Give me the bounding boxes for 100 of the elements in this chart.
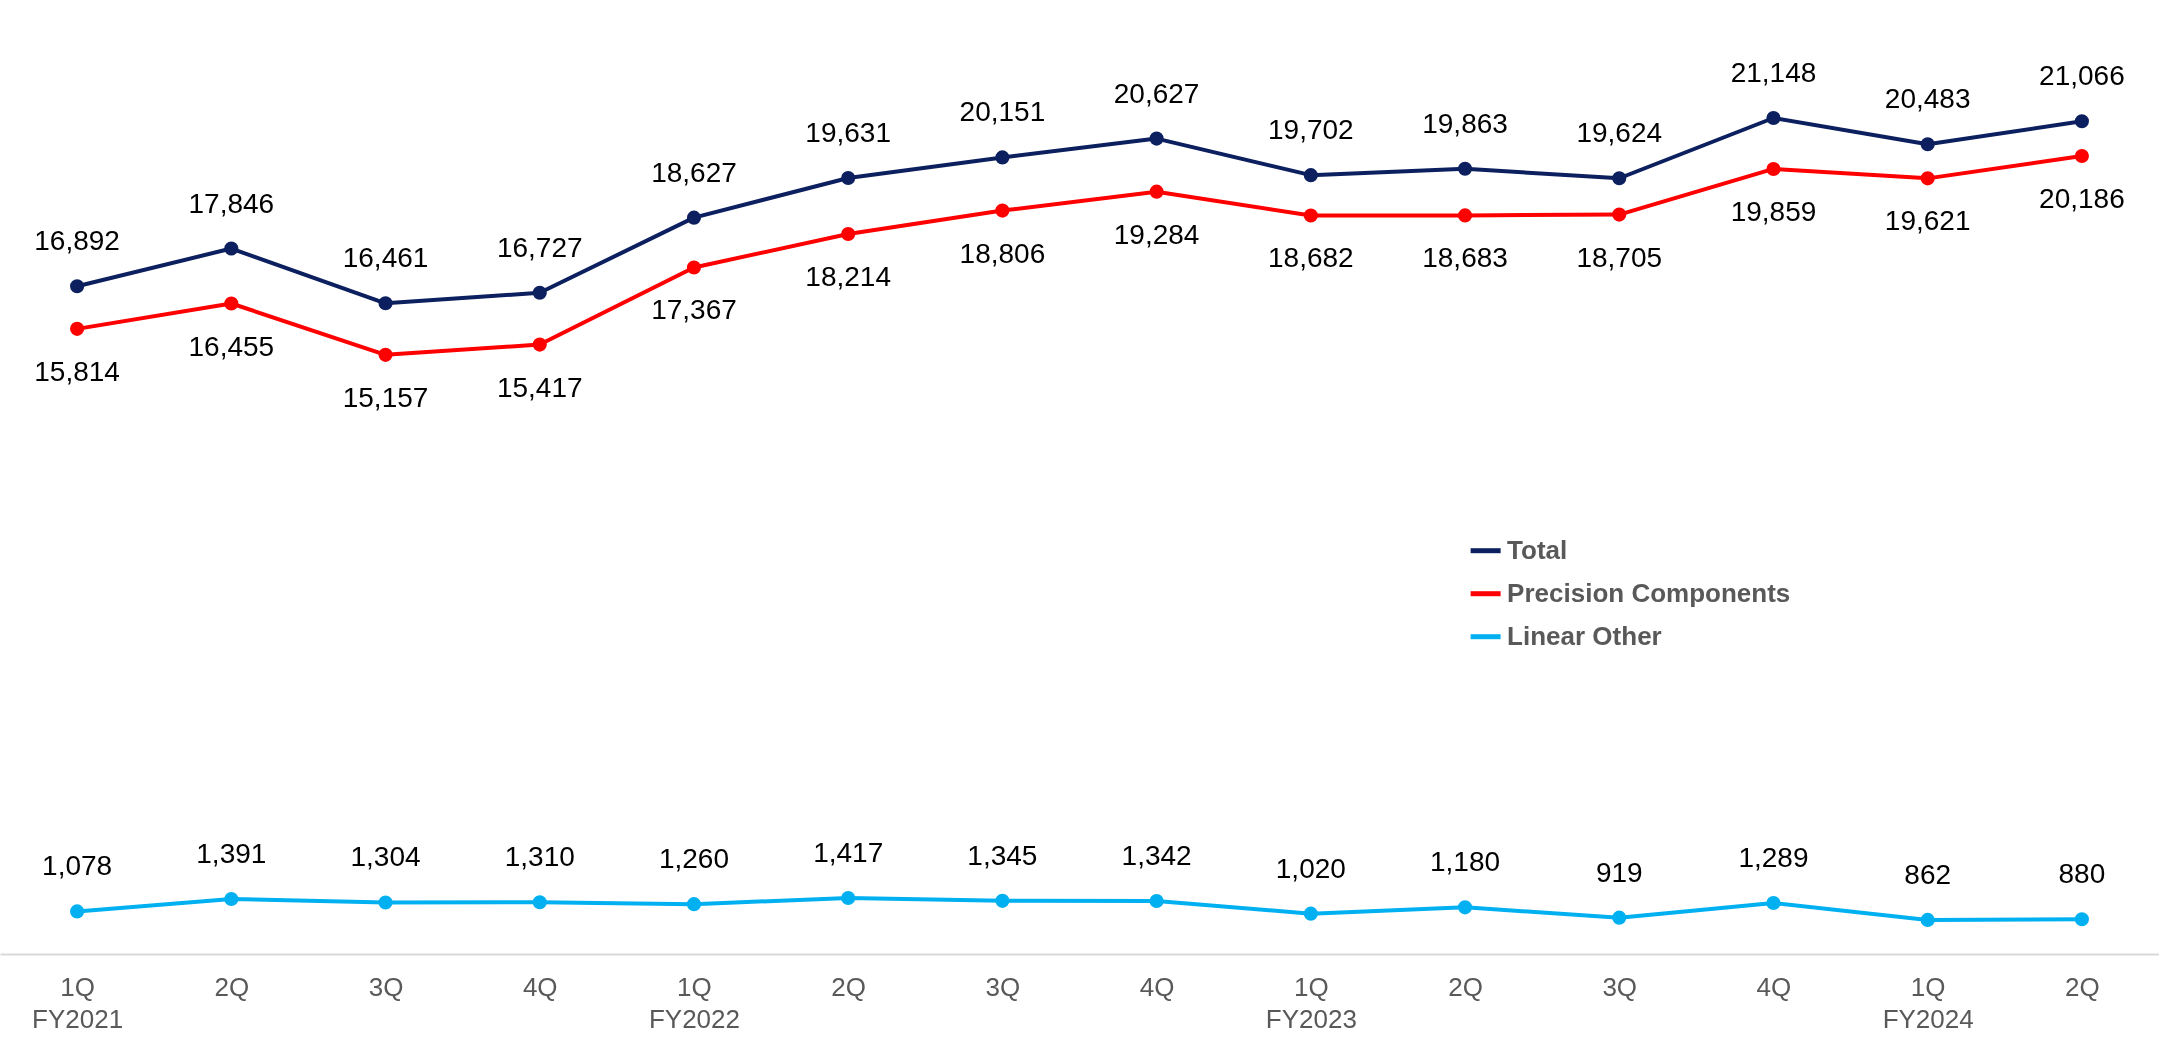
- point: [1612, 171, 1627, 186]
- data-label: 21,148: [1730, 57, 1817, 88]
- data-label: 18,806: [959, 237, 1046, 269]
- data-label: 16,461: [342, 242, 429, 274]
- x-tick-label: 4Q: [522, 971, 558, 1002]
- point: [1457, 161, 1473, 176]
- data-label: 1,391: [196, 838, 267, 870]
- data-label: 20,151: [959, 96, 1046, 128]
- data-label: 1,310: [504, 841, 575, 873]
- data-label: 17,367: [651, 294, 737, 326]
- point: [686, 210, 702, 225]
- x-tick-label: 1Q FY2024: [1882, 971, 1974, 1034]
- data-label: 16,727: [496, 231, 583, 263]
- data-label: 18,627: [651, 156, 737, 188]
- x-tick-label: 2Q: [2065, 971, 2100, 1002]
- legend-label: Precision Components: [1507, 577, 1791, 608]
- point: [532, 337, 547, 352]
- x-tick-label: 4Q: [1756, 971, 1792, 1002]
- point: [2074, 912, 2089, 927]
- point: [2074, 148, 2089, 164]
- point: [224, 241, 239, 256]
- point: [1920, 137, 1935, 152]
- point: [1303, 906, 1318, 921]
- legend-label: Total: [1507, 534, 1568, 565]
- point: [995, 893, 1010, 908]
- data-label: 919: [1595, 856, 1643, 888]
- data-label: 862: [1904, 858, 1952, 890]
- data-label: 17,846: [188, 187, 275, 219]
- data-label: 1,180: [1430, 846, 1501, 878]
- data-label: 20,483: [1884, 83, 1971, 115]
- x-tick-label: 1Q FY2022: [648, 971, 740, 1034]
- data-label: 19,631: [805, 116, 891, 148]
- x-tick-label: 2Q: [214, 971, 250, 1002]
- point: [1612, 207, 1627, 222]
- x-tick-label: 1Q FY2021: [32, 971, 124, 1034]
- point: [841, 226, 856, 242]
- point: [686, 897, 702, 912]
- x-tick-label: 4Q: [1139, 971, 1175, 1002]
- point: [70, 904, 85, 919]
- data-label: 1,304: [350, 841, 421, 873]
- data-label: 16,892: [34, 225, 120, 257]
- data-label: 1,345: [967, 839, 1038, 871]
- point: [70, 279, 85, 294]
- data-label: 19,624: [1576, 117, 1663, 149]
- x-tick-label: 3Q: [1602, 971, 1638, 1002]
- data-label: 20,186: [2039, 183, 2125, 215]
- point: [1766, 110, 1781, 126]
- point: [70, 321, 85, 336]
- point: [224, 296, 239, 311]
- point: [1457, 208, 1473, 223]
- x-tick-label: 3Q: [985, 971, 1021, 1002]
- data-label: 19,863: [1422, 107, 1508, 139]
- data-label: 1,417: [813, 836, 884, 868]
- data-label: 19,859: [1730, 195, 1817, 227]
- data-label: 880: [2058, 858, 2106, 890]
- point: [378, 296, 393, 311]
- point: [686, 260, 702, 275]
- data-label: 18,705: [1576, 241, 1663, 273]
- x-tick-label: 1Q FY2023: [1265, 971, 1357, 1034]
- point: [1303, 168, 1318, 183]
- point: [1612, 910, 1627, 925]
- data-label: 19,702: [1268, 114, 1354, 146]
- data-label: 18,682: [1268, 242, 1354, 274]
- point: [1766, 161, 1781, 177]
- point: [224, 891, 239, 907]
- data-label: 21,066: [2039, 60, 2125, 92]
- data-label: 16,455: [188, 330, 275, 362]
- point: [532, 285, 547, 300]
- data-label: 15,157: [342, 381, 429, 413]
- x-tick-label: 2Q: [1448, 971, 1483, 1002]
- point: [532, 895, 547, 910]
- data-label: 15,417: [496, 371, 583, 403]
- data-label: 1,289: [1738, 842, 1809, 874]
- point: [1303, 208, 1318, 223]
- data-label: 19,621: [1884, 205, 1971, 237]
- data-label: 18,214: [805, 260, 891, 292]
- point: [1149, 131, 1164, 146]
- data-label: 1,020: [1275, 852, 1346, 884]
- point: [1920, 912, 1935, 927]
- point: [995, 150, 1010, 165]
- legend-label: Linear Other: [1507, 620, 1662, 651]
- data-label: 19,284: [1113, 218, 1200, 250]
- point: [1920, 171, 1935, 186]
- x-tick-label: 2Q: [831, 971, 867, 1002]
- data-label: 15,814: [34, 355, 120, 387]
- data-label: 1,078: [42, 850, 113, 882]
- point: [1149, 893, 1164, 909]
- point: [841, 170, 856, 186]
- point: [378, 895, 393, 910]
- point: [1457, 900, 1473, 915]
- data-label: 1,342: [1121, 839, 1192, 871]
- point: [1766, 895, 1781, 911]
- point: [378, 347, 393, 362]
- point: [995, 203, 1010, 218]
- point: [1149, 184, 1164, 199]
- data-label: 1,260: [658, 843, 729, 875]
- data-label: 18,683: [1422, 242, 1508, 274]
- data-label: 20,627: [1113, 77, 1200, 109]
- x-tick-label: 3Q: [368, 971, 404, 1002]
- point: [2074, 114, 2089, 129]
